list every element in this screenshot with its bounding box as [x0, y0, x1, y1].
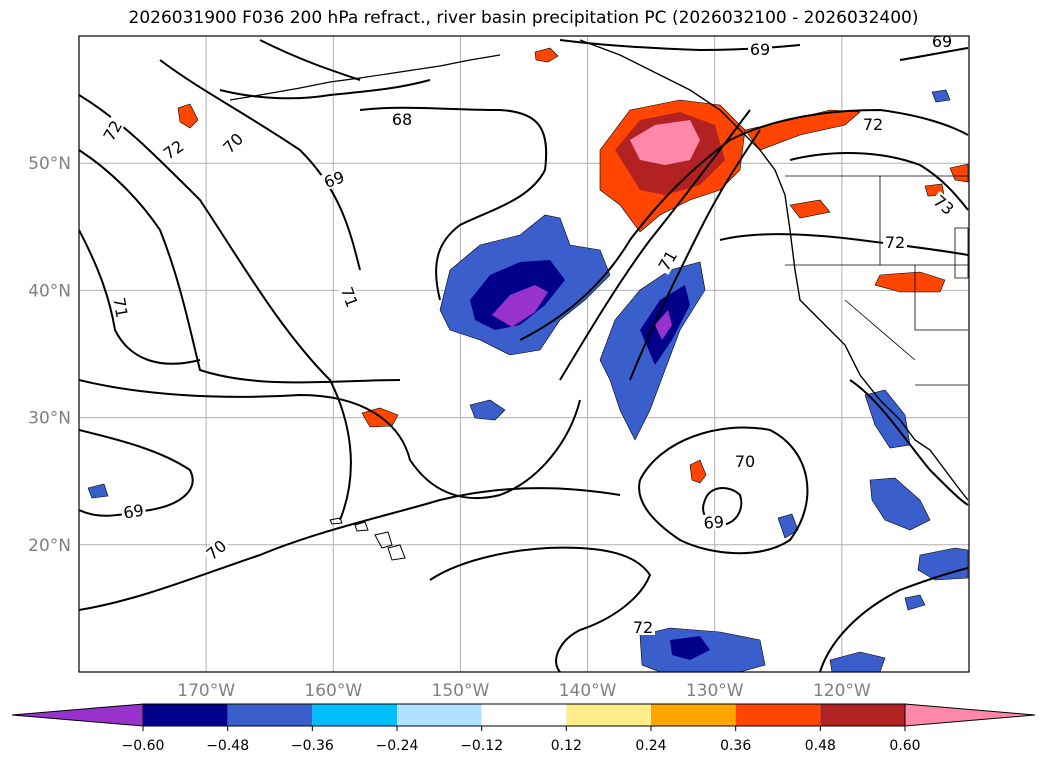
borders	[785, 175, 969, 386]
colorbar-extend-high	[904, 703, 1036, 727]
precip-shading	[87, 47, 969, 672]
contour-label: 70	[735, 452, 755, 471]
precip-negative-region	[904, 594, 926, 611]
colorbar-segment	[143, 704, 228, 726]
coastline	[229, 54, 501, 101]
colorbar-segment	[227, 704, 313, 726]
colorbar-extend-low	[11, 703, 144, 727]
contour-label: 69	[703, 512, 725, 533]
lon-tick-label: 120°W	[813, 681, 871, 701]
map-background	[79, 36, 969, 672]
contour-label-bg	[99, 116, 126, 145]
colorbar-tick-label: −0.60	[122, 738, 165, 754]
precip-negative-region	[670, 636, 710, 660]
refractivity-contours	[79, 39, 969, 672]
lon-tick-label: 160°W	[304, 681, 362, 701]
contour-label-bg	[158, 136, 188, 163]
precip-positive-region	[689, 459, 707, 484]
colorbar-tick-label: −0.24	[376, 738, 419, 754]
contour-label: 72	[885, 233, 905, 252]
colorbar-tick-label: −0.12	[460, 738, 503, 754]
contour-label: 69	[932, 32, 952, 51]
precip-negative-region	[931, 89, 951, 103]
lon-tick-label: 170°W	[177, 681, 235, 701]
colorbar-tick-label: −0.36	[291, 738, 334, 754]
contour-label-bg	[390, 111, 414, 127]
colorbar: −0.60 −0.48 −0.36 −0.24 −0.12 0.12 0.24 0.36 0.4…	[11, 703, 1036, 754]
colorbar-segment	[735, 704, 821, 726]
contour-label: 69	[750, 40, 770, 59]
coastline	[579, 39, 969, 501]
lat-tick-label: 50°N	[28, 154, 71, 174]
contour-label-bg	[319, 167, 348, 191]
contour-label: 68	[392, 110, 412, 129]
contour-label-bg	[861, 116, 885, 132]
precip-negative-region	[777, 513, 799, 539]
map-title: 2026031900 F036 200 hPa refract., river …	[128, 8, 919, 28]
contour-label-bg	[120, 501, 147, 522]
hawaii-islands	[329, 517, 406, 561]
lat-tick-label: 40°N	[28, 281, 71, 301]
lon-tick-label: 140°W	[559, 681, 617, 701]
colorbar-tick-label: 0.12	[551, 738, 582, 754]
contour-label-bg	[338, 282, 362, 311]
precip-negative-region	[869, 477, 931, 531]
precip-positive-region	[534, 47, 559, 63]
contour-label-bg	[218, 128, 248, 158]
colorbar-frame	[142, 703, 906, 727]
contour-label: 72	[863, 115, 883, 134]
precip-positive-region	[630, 120, 700, 165]
contour-label: 72	[633, 618, 653, 637]
contour-label-bg	[201, 535, 231, 564]
contour-label: 69	[122, 500, 145, 522]
contour-label-bg	[930, 36, 954, 49]
precip-negative-region	[655, 310, 672, 340]
lat-labels: 50°N 40°N 30°N 20°N	[28, 154, 71, 556]
contour-label-bg	[654, 246, 681, 275]
contour-label-bg	[748, 41, 772, 57]
colorbar-tick-label: 0.36	[720, 738, 751, 754]
contour-label-bg	[110, 294, 131, 321]
precip-negative-region	[87, 483, 109, 499]
precip-negative-region	[492, 285, 548, 327]
contour-label-bg	[631, 619, 655, 635]
colorbar-segment	[481, 704, 567, 726]
colorbar-tick-label: 0.24	[635, 738, 666, 754]
precip-negative-region	[469, 399, 506, 421]
contour-label-bg	[883, 234, 907, 250]
lon-tick-label: 150°W	[432, 681, 490, 701]
colorbar-segment	[397, 704, 482, 726]
precip-positive-region	[874, 271, 946, 293]
contour-label: 71	[109, 296, 131, 319]
map-frame	[78, 35, 970, 673]
colorbar-segment	[651, 704, 736, 726]
contour-label-bg	[929, 190, 959, 219]
contour-label-bg	[701, 512, 727, 532]
lon-labels: 170°W 160°W 150°W 140°W 130°W 120°W	[177, 681, 871, 701]
precip-negative-region	[829, 651, 886, 672]
lon-tick-label: 130°W	[686, 681, 744, 701]
colorbar-tick-label: −0.48	[206, 738, 249, 754]
colorbar-segment	[820, 704, 905, 726]
colorbar-segment	[566, 704, 651, 726]
colorbar-segment	[312, 704, 397, 726]
precip-positive-region	[177, 103, 199, 129]
colorbar-tick-label: 0.48	[805, 738, 836, 754]
precip-positive-region	[789, 199, 831, 219]
lat-tick-label: 20°N	[28, 536, 71, 556]
lat-tick-label: 30°N	[28, 409, 71, 429]
colorbar-tick-label: 0.60	[889, 738, 920, 754]
contour-label-bg	[733, 453, 757, 469]
